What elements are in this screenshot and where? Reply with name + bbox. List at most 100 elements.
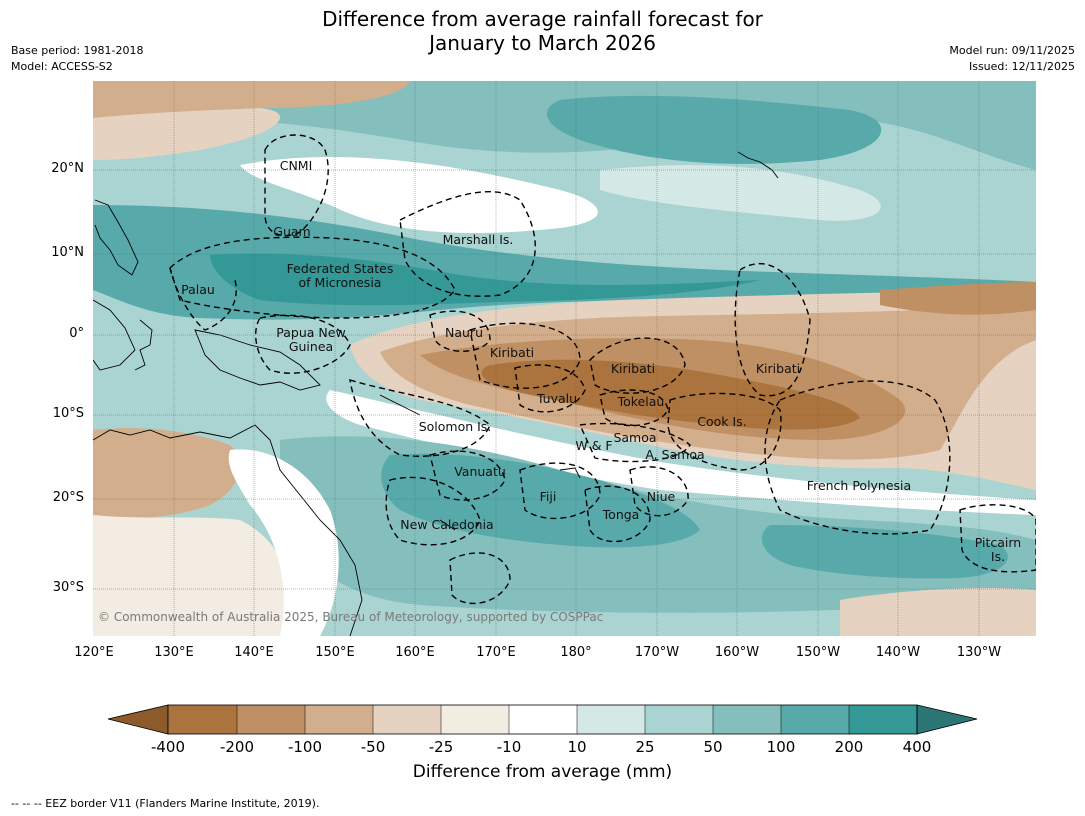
- colorbar-tick-100: 100: [766, 738, 796, 756]
- title-line-2: January to March 2026: [429, 31, 656, 55]
- lat-label-10n: 10°N: [51, 245, 84, 260]
- eez-footnote: -- -- -- EEZ border V11 (Flanders Marine…: [11, 797, 320, 810]
- meta-left: Base period: 1981-2018 Model: ACCESS-S2: [11, 43, 143, 75]
- label-vanuatu: Vanuatu: [454, 464, 506, 479]
- copyright-notice: © Commonwealth of Australia 2025, Bureau…: [98, 610, 603, 624]
- label-kiribati-central: Kiribati: [611, 361, 655, 376]
- label-marshall: Marshall Is.: [443, 232, 514, 247]
- colorbar: [107, 704, 978, 735]
- label-wf: W & F: [575, 438, 612, 453]
- coast-borneo: [93, 299, 136, 371]
- eez-tonga: [584, 485, 651, 543]
- eez-cnmi: [264, 134, 329, 237]
- label-kiribati-west: Kiribati: [490, 345, 534, 360]
- lon-label-140e: 140°E: [234, 645, 274, 660]
- eez-pitcairn: [959, 504, 1036, 573]
- colorbar-bin-9: [713, 705, 781, 734]
- colorbar-tick-400: 400: [902, 738, 932, 756]
- eez-marshall: [399, 191, 536, 297]
- eez-vanuatu: [429, 450, 506, 501]
- colorbar-bin-10: [781, 705, 849, 734]
- colorbar-bin-4: [373, 705, 441, 734]
- band-north-light: [600, 165, 881, 221]
- chart-title: Difference from average rainfall forecas…: [0, 7, 1085, 55]
- colorbar-bin-1: [168, 705, 237, 734]
- band-north-brown: [93, 81, 410, 118]
- lon-label-150w: 150°W: [795, 645, 841, 660]
- label-frpoly: French Polynesia: [807, 478, 911, 493]
- band-north-white: [240, 157, 598, 234]
- eez-tokelau: [599, 389, 669, 427]
- lat-label-20n: 20°N: [51, 161, 84, 176]
- colorbar-tick-neg50: -50: [360, 738, 386, 756]
- colorbar-tick-neg25: -25: [428, 738, 454, 756]
- model-name: Model: ACCESS-S2: [11, 60, 113, 73]
- colorbar-tick-neg400: -400: [150, 738, 186, 756]
- colorbar-tick-neg10: -10: [496, 738, 522, 756]
- label-png-1: Papua New: [276, 325, 345, 340]
- coast-sulawesi: [134, 319, 153, 371]
- colorbar-bin-11: [849, 705, 917, 734]
- colorbar-under-triangle: [107, 704, 169, 735]
- colorbar-separators: [236, 705, 850, 734]
- coast-philippines: [94, 199, 139, 276]
- colorbar-bin-8: [645, 705, 713, 734]
- meta-right: Model run: 09/11/2025 Issued: 12/11/2025: [949, 43, 1075, 75]
- lat-label-30s: 30°S: [52, 580, 84, 595]
- lon-label-170w: 170°W: [634, 645, 680, 660]
- lat-label-0: 0°: [69, 326, 84, 341]
- base-period: Base period: 1981-2018: [11, 44, 144, 57]
- colorbar-label: Difference from average (mm): [412, 762, 673, 782]
- itcz-core: [210, 253, 760, 306]
- dry-east-brown: [880, 282, 1036, 315]
- label-pitcairn-2: Is.: [991, 549, 1005, 564]
- model-run: Model run: 09/11/2025: [949, 44, 1075, 57]
- colorbar-over-triangle: [916, 704, 978, 735]
- coast-newcaledonia: [439, 519, 456, 531]
- eez-kiribati-c: [589, 337, 686, 394]
- eez-nauru: [429, 310, 491, 352]
- label-nauru: Nauru: [445, 325, 483, 340]
- title-line-1: Difference from average rainfall forecas…: [322, 7, 763, 31]
- band-north-dark: [546, 95, 882, 164]
- label-guam: Guam: [273, 224, 310, 239]
- south-wet-east: [761, 525, 1008, 579]
- lon-label-140w: 140°W: [875, 645, 921, 660]
- label-tokelau: Tokelau: [617, 394, 665, 409]
- band-north-beige: [93, 108, 280, 160]
- eez-palau: [169, 267, 237, 331]
- place-labels: CNMI Guam Marshall Is. Federated States …: [181, 158, 1021, 564]
- eez-png: [254, 314, 351, 374]
- label-asamoa: A. Samoa: [645, 447, 704, 462]
- colorbar-bin-6: [509, 705, 577, 734]
- coast-fiji: [559, 467, 581, 479]
- eez-newcal: [385, 476, 481, 546]
- label-tonga: Tonga: [602, 507, 640, 522]
- eez-samoa: [578, 422, 691, 463]
- south-white-strip: [326, 390, 1036, 515]
- australia-white: [228, 449, 339, 636]
- coast-australia: [93, 424, 363, 636]
- colorbar-tick-neg100: -100: [287, 738, 323, 756]
- gridlines: [93, 81, 1036, 636]
- eez-solomon: [349, 379, 491, 457]
- lon-label-150e: 150°E: [315, 645, 355, 660]
- label-fiji: Fiji: [540, 489, 557, 504]
- lon-label-120e: 120°E: [74, 645, 114, 660]
- south-wet-core: [381, 453, 700, 548]
- colorbar-bin-5: [441, 705, 509, 734]
- lon-label-130w: 130°W: [956, 645, 1002, 660]
- lon-label-160w: 160°W: [714, 645, 760, 660]
- colorbar-tick-200: 200: [834, 738, 864, 756]
- label-pitcairn-1: Pitcairn: [975, 535, 1021, 550]
- lon-label-170e: 170°E: [476, 645, 516, 660]
- australia-brown: [93, 428, 241, 518]
- label-solomon: Solomon Is.: [419, 419, 492, 434]
- coast-solomons: [379, 394, 421, 416]
- label-niue: Niue: [647, 489, 676, 504]
- label-tuvalu: Tuvalu: [536, 391, 577, 406]
- label-newcal: New Caledonia: [400, 517, 493, 532]
- eez-cook: [667, 392, 782, 471]
- colorbar-frame: [167, 704, 918, 735]
- lon-label-130e: 130°E: [154, 645, 194, 660]
